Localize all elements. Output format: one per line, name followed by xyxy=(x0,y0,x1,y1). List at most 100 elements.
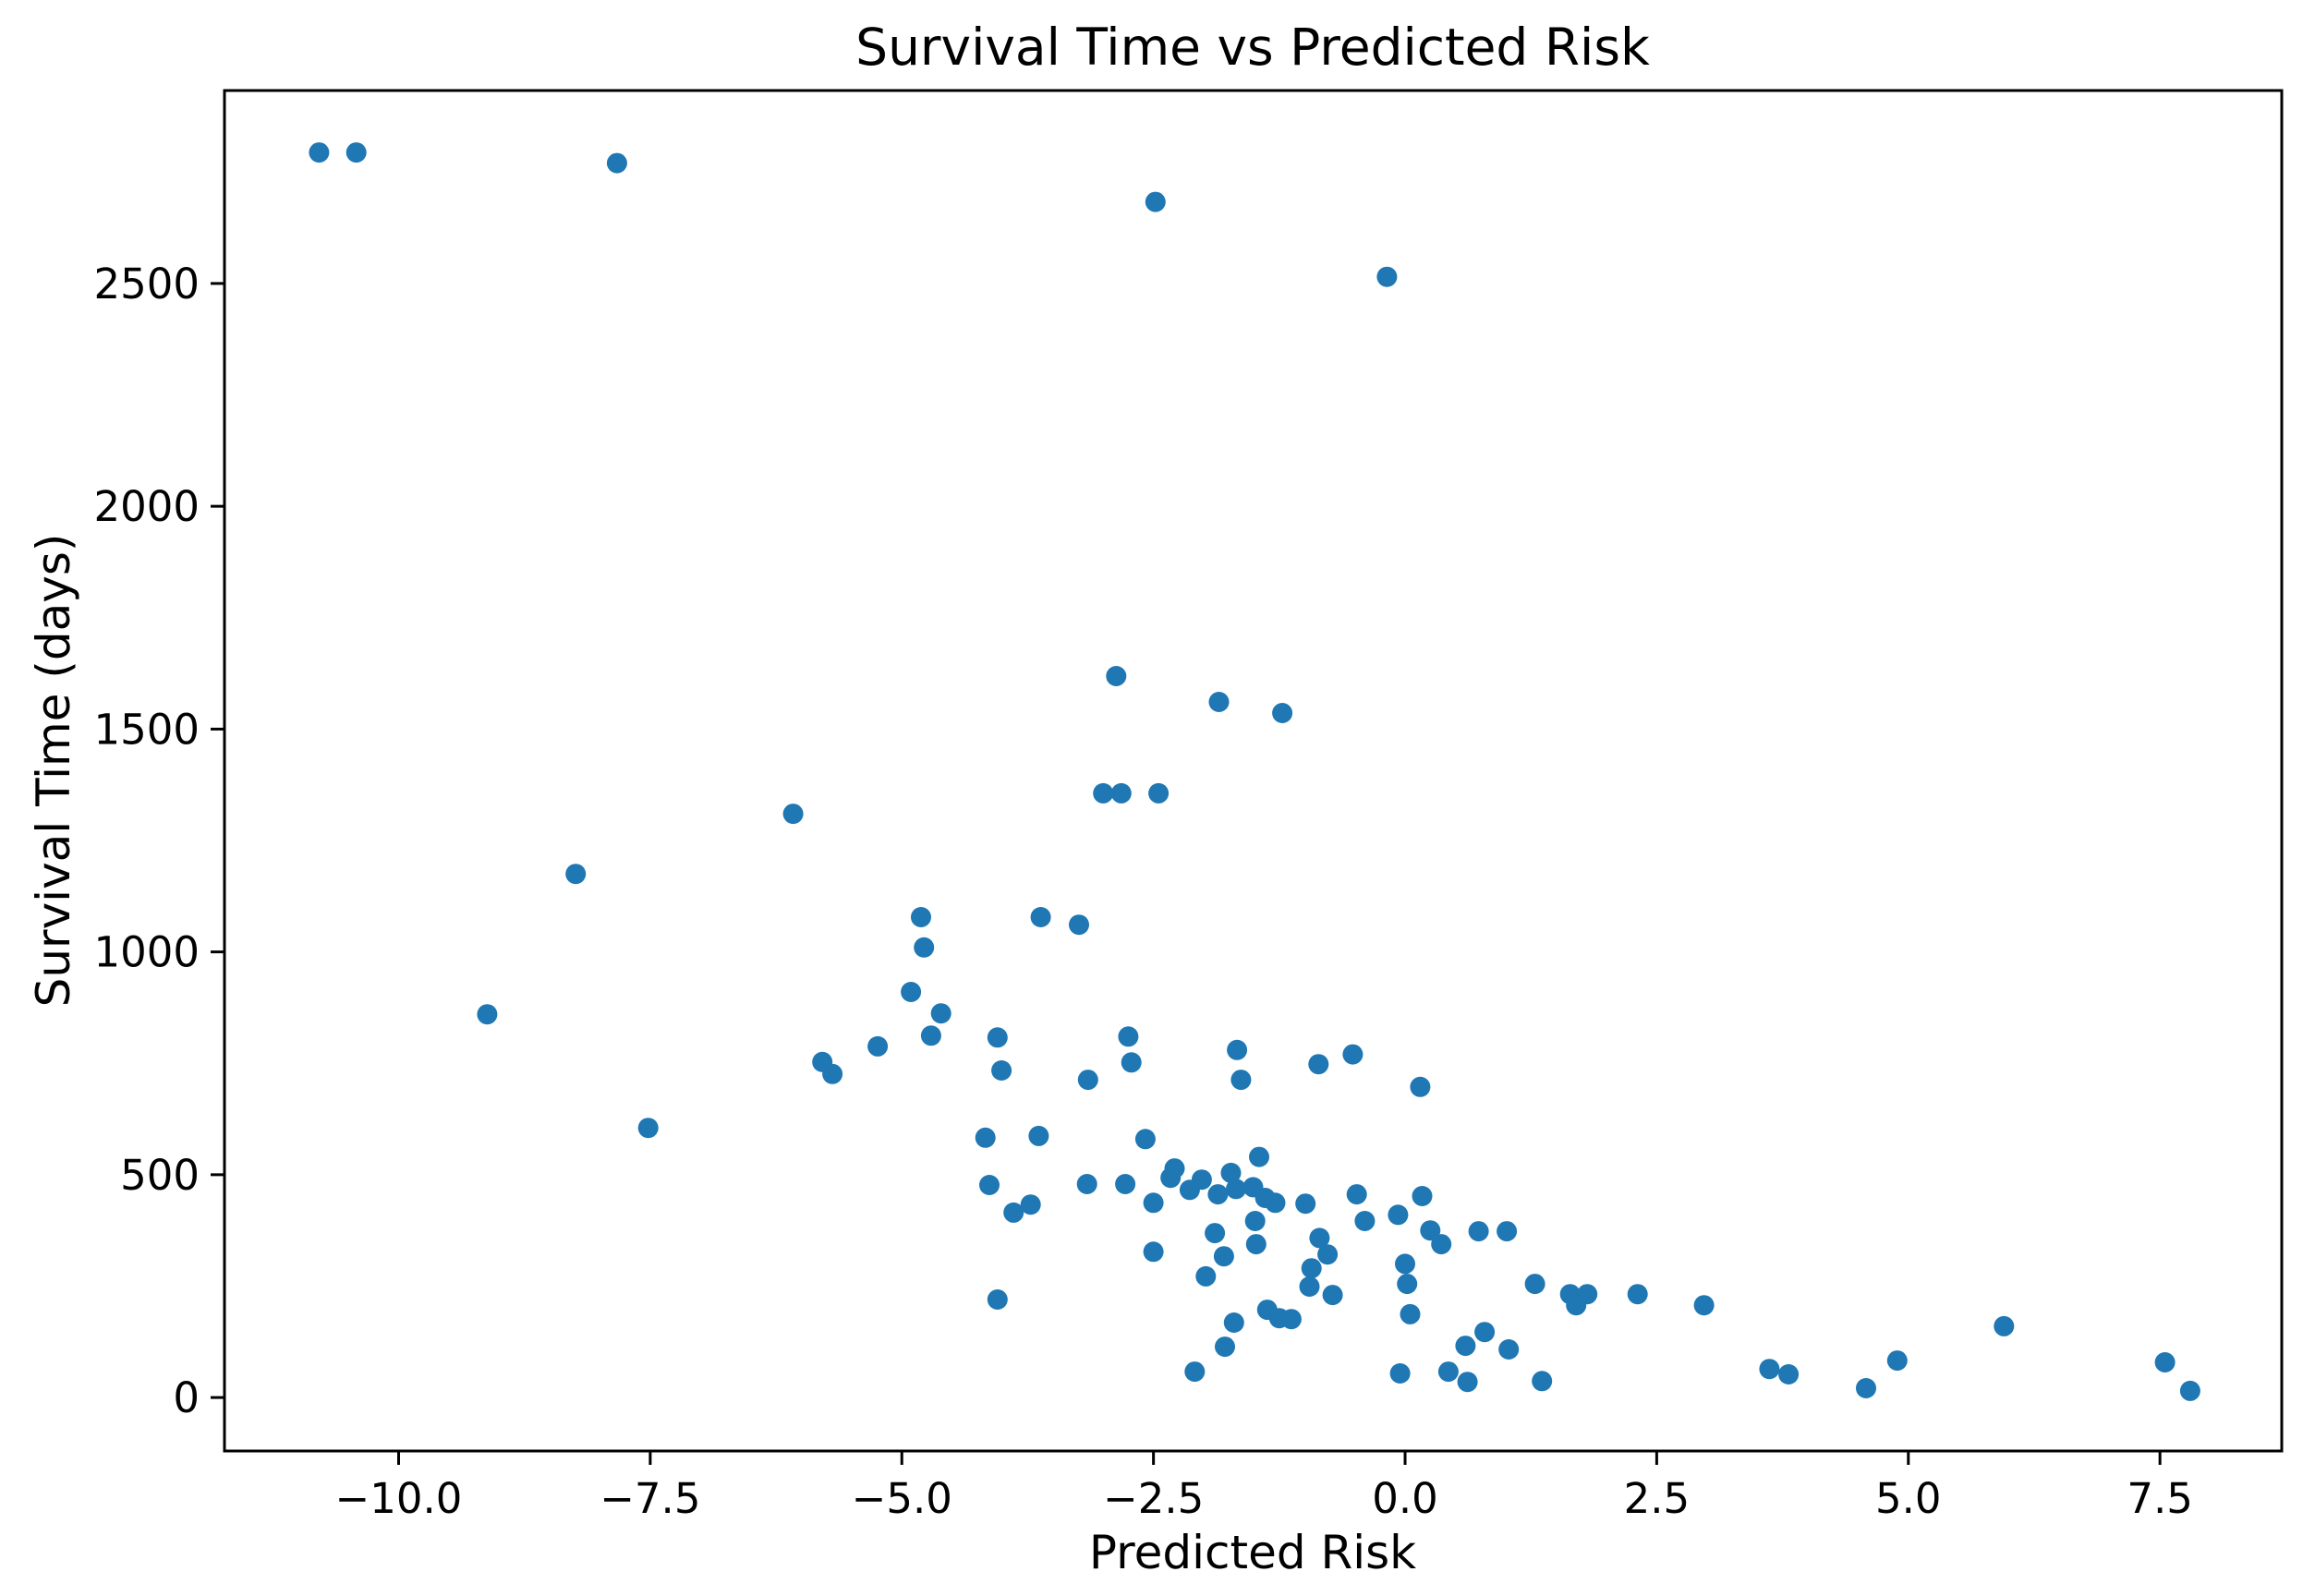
data-point xyxy=(477,1004,498,1025)
x-tick-label: 2.5 xyxy=(1624,1474,1691,1523)
data-point xyxy=(2179,1380,2200,1401)
data-point xyxy=(1412,1186,1433,1206)
data-point xyxy=(1437,1361,1459,1383)
data-point xyxy=(1226,1179,1246,1200)
data-point xyxy=(1397,1274,1418,1295)
x-tick-label: −7.5 xyxy=(600,1474,700,1523)
chart-title: Survival Time vs Predicted Risk xyxy=(855,18,1650,77)
data-point xyxy=(2154,1352,2176,1372)
x-tick-label: −2.5 xyxy=(1103,1474,1204,1523)
data-point xyxy=(975,1127,996,1148)
data-point xyxy=(1230,1070,1252,1091)
data-point xyxy=(1400,1303,1421,1324)
data-point xyxy=(1134,1129,1156,1150)
data-point xyxy=(1759,1359,1780,1380)
data-point xyxy=(1388,1204,1409,1226)
data-point xyxy=(1110,782,1132,804)
data-point xyxy=(1577,1284,1598,1305)
data-point xyxy=(1317,1244,1339,1265)
data-point xyxy=(1069,914,1089,936)
x-tick-label: −10.0 xyxy=(335,1474,463,1523)
data-point xyxy=(1148,782,1170,804)
y-tick-label: 2000 xyxy=(93,482,200,531)
data-point xyxy=(911,907,931,927)
x-tick-label: 0.0 xyxy=(1372,1474,1438,1523)
data-point xyxy=(1299,1276,1320,1297)
x-tick-label: 5.0 xyxy=(1875,1474,1942,1523)
data-point xyxy=(1076,1174,1097,1194)
data-point xyxy=(1309,1227,1330,1249)
data-point xyxy=(1301,1258,1322,1279)
data-point xyxy=(606,152,627,174)
data-point xyxy=(1020,1194,1041,1215)
y-tick-label: 500 xyxy=(120,1151,200,1200)
data-point xyxy=(1346,1184,1367,1205)
y-tick-label: 0 xyxy=(173,1373,200,1422)
plot-frame xyxy=(223,89,2284,1453)
data-point xyxy=(1457,1372,1478,1393)
data-point xyxy=(991,1060,1012,1081)
data-point xyxy=(901,982,922,1002)
data-point xyxy=(1272,703,1293,723)
data-point xyxy=(1498,1339,1520,1360)
data-point xyxy=(1693,1295,1715,1316)
data-point xyxy=(1077,1070,1098,1091)
data-point xyxy=(1265,1192,1286,1214)
data-point xyxy=(1191,1169,1212,1191)
data-point xyxy=(1245,1234,1267,1255)
x-tick-label: 7.5 xyxy=(2127,1474,2193,1523)
data-point xyxy=(1856,1378,1876,1398)
data-point xyxy=(920,1025,941,1046)
data-point xyxy=(1227,1039,1248,1060)
data-point xyxy=(1308,1054,1329,1075)
data-point xyxy=(1145,191,1166,212)
y-tick-label: 1000 xyxy=(93,928,200,977)
data-point xyxy=(1322,1285,1343,1306)
data-point xyxy=(1627,1284,1648,1305)
data-point xyxy=(1244,1211,1266,1231)
data-point xyxy=(1886,1350,1908,1372)
data-point xyxy=(867,1035,889,1057)
data-point xyxy=(1395,1253,1415,1275)
y-tick-label: 1500 xyxy=(93,705,200,754)
data-point xyxy=(979,1175,1000,1195)
data-point xyxy=(1994,1315,2015,1336)
data-point xyxy=(1220,1162,1242,1183)
data-point xyxy=(1455,1336,1476,1357)
data-point xyxy=(1184,1361,1206,1383)
data-point xyxy=(1118,1026,1139,1047)
data-point xyxy=(1205,1223,1226,1244)
y-axis-ticks: 0 500 1000 1500 2000 2500 xyxy=(93,260,224,1422)
data-point xyxy=(1524,1274,1545,1295)
data-point xyxy=(1468,1221,1489,1242)
data-point xyxy=(987,1289,1008,1310)
y-axis-label: Survival Time (days) xyxy=(27,534,80,1008)
data-point xyxy=(1223,1312,1244,1333)
data-point xyxy=(1143,1241,1164,1263)
data-point xyxy=(1215,1336,1235,1358)
data-point xyxy=(1115,1174,1136,1194)
data-point xyxy=(1376,266,1398,287)
x-axis-ticks: −10.0 −7.5 −5.0 −2.5 0.0 2.5 5.0 7.5 xyxy=(335,1451,2193,1523)
data-point xyxy=(345,142,367,163)
data-point xyxy=(822,1063,843,1084)
scatter-points xyxy=(309,142,2200,1401)
data-point xyxy=(1143,1192,1164,1214)
data-point xyxy=(1121,1052,1142,1073)
data-point xyxy=(930,1003,951,1024)
data-point xyxy=(1028,1125,1049,1146)
data-point xyxy=(1420,1220,1441,1241)
data-point xyxy=(987,1027,1008,1048)
data-point xyxy=(1778,1364,1800,1384)
data-point xyxy=(1003,1202,1024,1223)
data-point xyxy=(1208,692,1230,712)
data-point xyxy=(637,1118,659,1139)
data-point xyxy=(565,864,587,885)
data-point xyxy=(1474,1322,1496,1343)
data-point xyxy=(309,142,330,163)
data-point xyxy=(1431,1234,1452,1255)
data-point xyxy=(1354,1211,1376,1231)
data-point xyxy=(1280,1309,1302,1330)
